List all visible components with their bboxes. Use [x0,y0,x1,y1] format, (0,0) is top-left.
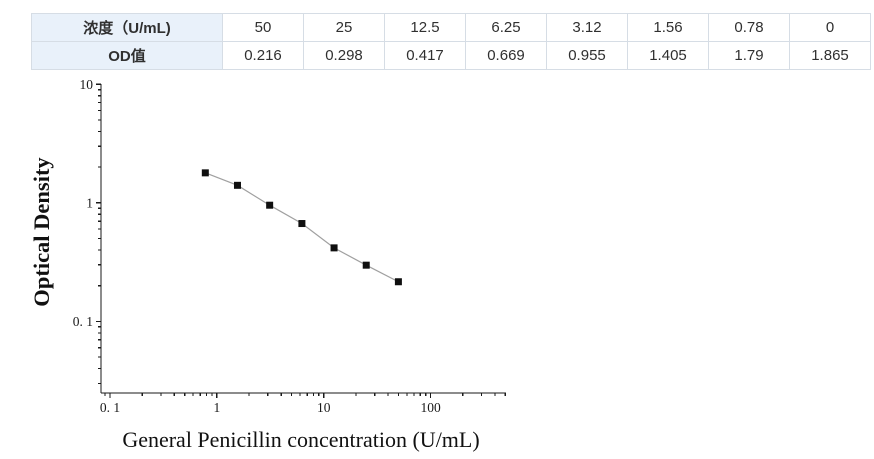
table-cell: 0.298 [303,41,385,70]
data-point-marker [394,278,402,286]
table-cell: 0.417 [384,41,466,70]
table-cell: 0.955 [546,41,628,70]
table-cell: 3.12 [546,13,628,42]
x-tick-label: 100 [420,400,441,415]
chart-tick-labels: 0. 1 1 10 100 0. 1 1 10 [73,77,441,415]
row-header-concentration: 浓度（U/mL) [31,13,223,42]
table-row-od: OD值 0.216 0.298 0.417 0.669 0.955 1.405 1.79 1.… [31,41,871,70]
table-row-concentration: 浓度（U/mL) 50 25 12.5 6.25 3.12 1.56 0.78 0 [31,13,871,42]
data-point-marker [201,169,209,177]
data-point-marker [330,244,338,252]
y-tick-label: 1 [86,195,93,210]
y-tick-label: 0. 1 [73,314,93,329]
y-axis-title: Optical Density [29,157,54,307]
chart-series [201,169,402,286]
x-tick-label: 0. 1 [100,400,120,415]
data-point-marker [298,220,306,228]
table-cell: 1.56 [627,13,709,42]
x-tick-label: 1 [213,400,220,415]
table-cell: 1.865 [789,41,871,70]
chart-axes [100,84,506,394]
table-cell: 1.405 [627,41,709,70]
data-point-marker [362,261,370,269]
table-cell: 0 [789,13,871,42]
row-header-od: OD值 [31,41,223,70]
standard-curve-table: 浓度（U/mL) 50 25 12.5 6.25 3.12 1.56 0.78 0 OD值 0… [31,13,871,70]
table-cell: 0.78 [708,13,790,42]
chart-ticks [96,83,506,398]
table-cell: 6.25 [465,13,547,42]
x-tick-label: 10 [317,400,331,415]
table-cell: 1.79 [708,41,790,70]
data-point-marker [233,181,241,189]
x-axis-title: General Penicillin concentration (U/mL) [122,427,479,452]
y-tick-label: 10 [80,77,94,92]
table-cell: 0.216 [222,41,304,70]
data-point-marker [266,201,274,209]
